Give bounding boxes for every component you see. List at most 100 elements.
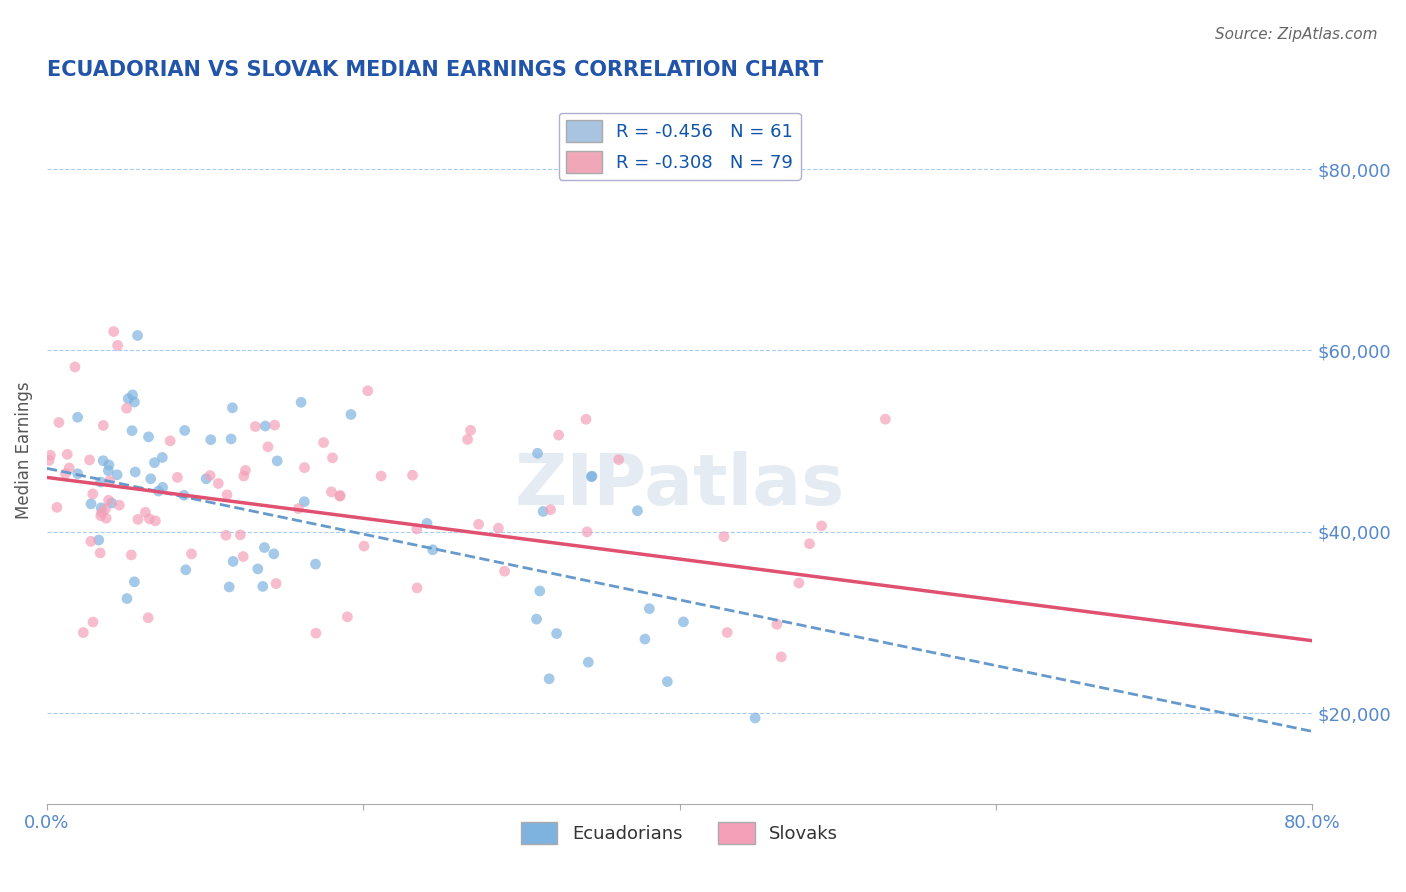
Point (312, 435, 335, 450)
Point (321, 484, 343, 499)
Point (207, 476, 229, 491)
Point (82, 487, 104, 501)
Point (87, 533, 110, 547)
Point (90, 506, 112, 520)
Point (108, 498, 131, 512)
Point (770, 649, 793, 664)
Point (547, 428, 569, 442)
Point (264, 576, 287, 591)
Point (195, 472, 218, 486)
Point (538, 672, 561, 686)
Point (799, 537, 821, 551)
Point (353, 539, 375, 553)
Point (329, 489, 352, 503)
Point (124, 395, 146, 409)
Point (91, 454, 114, 468)
Point (90, 508, 112, 523)
Point (766, 617, 789, 632)
Point (460, 423, 482, 437)
Point (232, 469, 254, 483)
Point (39, 448, 62, 462)
Point (173, 424, 195, 438)
Text: ZIPatlas: ZIPatlas (515, 451, 845, 520)
Point (90, 500, 112, 515)
Point (716, 625, 738, 640)
Point (657, 674, 679, 689)
Point (98, 474, 121, 488)
Point (744, 711, 766, 725)
Point (340, 408, 363, 422)
Point (56, 447, 79, 461)
Point (46, 500, 69, 515)
Point (257, 440, 280, 454)
Point (546, 626, 568, 640)
Point (531, 504, 554, 518)
Text: Source: ZipAtlas.com: Source: ZipAtlas.com (1215, 27, 1378, 42)
Point (221, 401, 243, 415)
Point (138, 512, 160, 526)
Point (58, 461, 80, 475)
Point (810, 519, 832, 533)
Point (180, 547, 202, 561)
Point (576, 524, 599, 539)
Point (232, 549, 254, 564)
Point (143, 514, 166, 528)
Point (219, 432, 242, 446)
Y-axis label: Median Earnings: Median Earnings (15, 382, 32, 519)
Point (127, 512, 149, 526)
Point (38, 453, 60, 467)
Point (200, 433, 222, 447)
Point (117, 392, 139, 406)
Point (304, 557, 326, 571)
Point (138, 430, 160, 444)
Point (222, 554, 245, 568)
Point (63, 359, 86, 374)
Point (370, 469, 392, 483)
Point (218, 580, 240, 594)
Point (235, 463, 257, 477)
Point (575, 412, 598, 426)
Point (134, 505, 156, 519)
Point (121, 388, 143, 402)
Point (266, 454, 288, 468)
Point (148, 484, 170, 499)
Point (79, 453, 101, 467)
Point (581, 469, 603, 483)
Point (139, 472, 162, 486)
Point (159, 434, 181, 448)
Point (416, 516, 439, 531)
Point (321, 450, 343, 465)
Point (263, 418, 285, 433)
Point (215, 528, 238, 542)
Point (626, 504, 648, 518)
Point (581, 469, 603, 483)
Point (576, 655, 599, 669)
Point (72, 625, 94, 640)
Point (336, 609, 359, 624)
Point (634, 632, 657, 646)
Point (97, 458, 120, 472)
Point (253, 541, 276, 555)
Point (124, 574, 146, 589)
Point (97, 493, 120, 508)
Point (103, 325, 125, 339)
Point (875, 412, 897, 426)
Point (91, 418, 114, 433)
Point (252, 579, 274, 593)
Point (638, 601, 661, 615)
Point (406, 581, 429, 595)
Point (127, 328, 149, 343)
Text: ECUADORIAN VS SLOVAK MEDIAN EARNINGS CORRELATION CHART: ECUADORIAN VS SLOVAK MEDIAN EARNINGS COR… (46, 60, 823, 79)
Point (329, 489, 352, 503)
Point (89, 546, 111, 560)
Point (82, 615, 104, 629)
Point (215, 488, 238, 502)
Point (107, 338, 129, 352)
Point (713, 530, 735, 544)
Point (80, 534, 103, 549)
Point (229, 528, 252, 542)
Point (467, 517, 489, 532)
Point (486, 521, 509, 535)
Point (166, 470, 188, 484)
Point (263, 547, 285, 561)
